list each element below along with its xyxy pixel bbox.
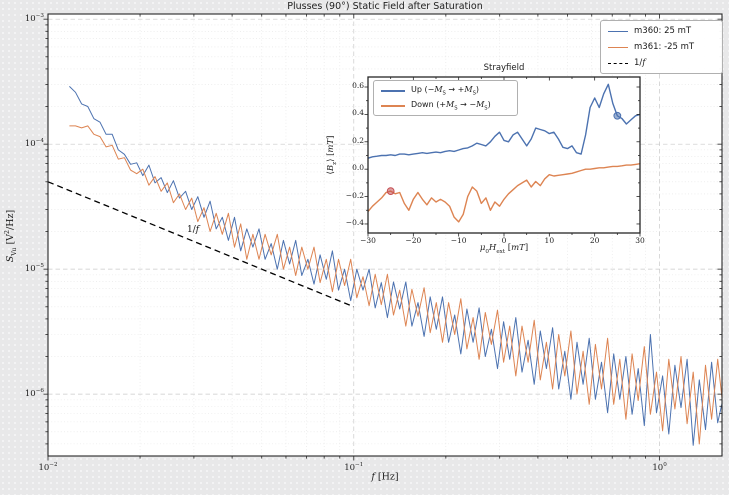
legend-label-m360: m360: 25 mT	[634, 26, 692, 36]
inset-x-tick-label: −10	[450, 236, 467, 245]
y-tick-label: 10−3	[24, 13, 44, 24]
x-tick-label: 10−2	[38, 462, 58, 473]
down-line-sample	[381, 104, 405, 107]
legend-entry-m361: m361: -25 mT	[601, 39, 722, 55]
m360-line-sample	[608, 30, 628, 32]
main-spines	[47, 13, 723, 457]
x-axis-label: f [Hz]	[371, 471, 399, 483]
inset-y-tick-label: −0.2	[345, 190, 364, 200]
inset-x-axis-label: μ0Hext [mT]	[479, 243, 529, 255]
inset-title: Strayfield	[483, 63, 525, 73]
inset-ticks	[364, 77, 641, 237]
inset-y-tick-label: 0.4	[352, 108, 364, 118]
inset-y-tick-label: 0.0	[352, 163, 364, 173]
inset-y-tick-label: 0.2	[352, 135, 364, 145]
series-up	[367, 83, 641, 159]
inset-x-tick-label: −30	[360, 236, 376, 245]
inset-x-tick-label: 0	[501, 236, 507, 245]
m361-line-sample	[608, 46, 628, 48]
legend-label-1-over-f: 1/f	[634, 58, 646, 68]
inset-marker-down	[386, 187, 395, 195]
inset-y-tick-label: −0.4	[345, 217, 364, 227]
y-tick-label: 10−6	[24, 388, 44, 399]
inset-marker-up	[613, 111, 622, 120]
inset-x-tick-label: −20	[405, 236, 422, 245]
inset-legend-entry-down: Down (+MS → −MS)	[374, 98, 517, 113]
y-tick-label: 10−5	[24, 263, 44, 274]
y-tick-label: 10−4	[24, 138, 44, 149]
inset-legend-label-up: Up (−MS → +MS)	[411, 84, 480, 97]
inset-legend-label-down: Down (+MS → −MS)	[411, 99, 491, 112]
series-down	[367, 163, 641, 223]
inset-y-tick-label: 0.6	[352, 80, 364, 90]
chart-title: Plusses (90°) Static Field after Saturat…	[287, 1, 483, 12]
one-over-f-reference-line	[48, 181, 355, 308]
up-line-sample	[381, 89, 405, 92]
series-m361	[69, 125, 722, 445]
legend-entry-1-over-f: 1/f	[601, 55, 722, 71]
legend-entry-m360: m360: 25 mT	[601, 23, 722, 39]
main-series-group	[48, 86, 722, 446]
one-over-f-line-sample	[608, 62, 628, 64]
x-tick-label: 100	[652, 462, 667, 473]
inset-x-tick-label: 10	[544, 236, 555, 245]
legend-label-m361: m361: -25 mT	[634, 42, 695, 52]
inset-legend-entry-up: Up (−MS → +MS)	[374, 83, 517, 98]
inset-legend: Up (−MS → +MS) Down (+MS → −MS)	[373, 80, 518, 116]
inset-x-tick-label: 30	[635, 236, 645, 245]
inset-series-group	[367, 83, 641, 223]
y-axis-label: SVu [V2/Hz]	[3, 209, 19, 263]
inset-x-tick-label: 20	[589, 236, 600, 245]
main-legend: m360: 25 mT m361: -25 mT 1/f	[600, 20, 723, 74]
one-over-f-annotation: 1/f	[187, 225, 200, 235]
x-tick-label: 10−1	[344, 462, 364, 473]
